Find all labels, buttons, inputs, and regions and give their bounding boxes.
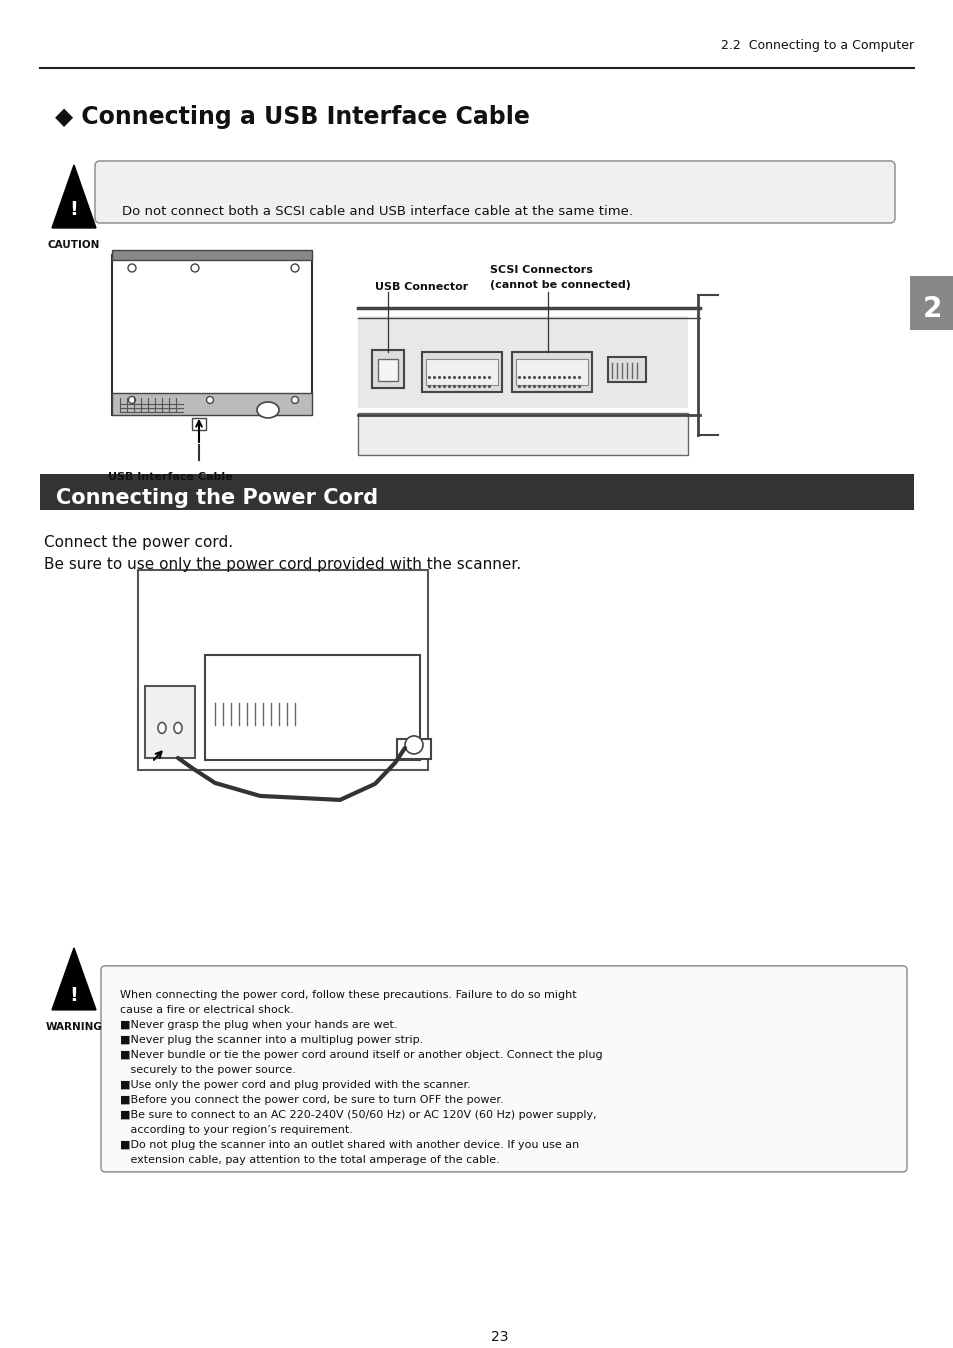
Text: securely to the power source.: securely to the power source. bbox=[120, 1065, 295, 1074]
Circle shape bbox=[129, 396, 135, 403]
Text: USB Interface Cable: USB Interface Cable bbox=[108, 472, 233, 483]
Text: Be sure to use only the power cord provided with the scanner.: Be sure to use only the power cord provi… bbox=[44, 557, 520, 572]
Bar bbox=[112, 394, 312, 415]
Bar bbox=[516, 359, 587, 386]
Text: Connecting the Power Cord: Connecting the Power Cord bbox=[56, 488, 377, 508]
Text: !: ! bbox=[70, 201, 78, 220]
Text: Connect the power cord.: Connect the power cord. bbox=[44, 535, 233, 550]
Bar bbox=[112, 249, 312, 260]
Circle shape bbox=[405, 736, 422, 754]
Bar bbox=[357, 412, 687, 456]
Bar bbox=[192, 418, 206, 430]
Ellipse shape bbox=[256, 402, 278, 418]
Polygon shape bbox=[52, 948, 96, 1010]
Text: according to your region’s requirement.: according to your region’s requirement. bbox=[120, 1124, 353, 1135]
Bar bbox=[377, 359, 397, 381]
Bar bbox=[205, 655, 419, 760]
Text: ■Be sure to connect to an AC 220-240V (50/60 Hz) or AC 120V (60 Hz) power supply: ■Be sure to connect to an AC 220-240V (5… bbox=[120, 1109, 596, 1120]
Bar bbox=[138, 570, 428, 770]
Text: ■Use only the power cord and plug provided with the scanner.: ■Use only the power cord and plug provid… bbox=[120, 1080, 470, 1091]
Text: 23: 23 bbox=[491, 1330, 508, 1344]
Ellipse shape bbox=[158, 723, 166, 733]
Circle shape bbox=[292, 396, 298, 403]
Text: ■Before you connect the power cord, be sure to turn OFF the power.: ■Before you connect the power cord, be s… bbox=[120, 1095, 503, 1105]
Bar bbox=[512, 352, 592, 392]
Bar bbox=[396, 739, 431, 759]
Bar bbox=[372, 350, 403, 388]
Text: ■Never grasp the plug when your hands are wet.: ■Never grasp the plug when your hands ar… bbox=[120, 1020, 397, 1030]
Text: SCSI Connectors: SCSI Connectors bbox=[490, 266, 592, 275]
Bar bbox=[357, 315, 687, 408]
Circle shape bbox=[128, 264, 136, 272]
Circle shape bbox=[291, 264, 298, 272]
Polygon shape bbox=[52, 164, 96, 228]
Ellipse shape bbox=[173, 723, 182, 733]
Text: Do not connect both a SCSI cable and USB interface cable at the same time.: Do not connect both a SCSI cable and USB… bbox=[122, 205, 633, 218]
Text: ◆ Connecting a USB Interface Cable: ◆ Connecting a USB Interface Cable bbox=[55, 105, 529, 129]
Text: USB Connector: USB Connector bbox=[375, 282, 468, 293]
Text: WARNING: WARNING bbox=[46, 1022, 102, 1031]
Bar bbox=[909, 276, 953, 330]
FancyBboxPatch shape bbox=[95, 160, 894, 222]
Text: extension cable, pay attention to the total amperage of the cable.: extension cable, pay attention to the to… bbox=[120, 1155, 499, 1165]
Text: cause a fire or electrical shock.: cause a fire or electrical shock. bbox=[120, 1004, 294, 1015]
Bar bbox=[426, 359, 497, 386]
FancyBboxPatch shape bbox=[101, 967, 906, 1171]
Bar bbox=[112, 255, 312, 415]
Text: ■Do not plug the scanner into an outlet shared with another device. If you use a: ■Do not plug the scanner into an outlet … bbox=[120, 1140, 578, 1150]
Text: (cannot be connected): (cannot be connected) bbox=[490, 280, 630, 290]
Text: ■Never plug the scanner into a multiplug power strip.: ■Never plug the scanner into a multiplug… bbox=[120, 1035, 423, 1045]
Text: ■Never bundle or tie the power cord around itself or another object. Connect the: ■Never bundle or tie the power cord arou… bbox=[120, 1050, 602, 1060]
Bar bbox=[421, 352, 501, 392]
Text: CAUTION: CAUTION bbox=[48, 240, 100, 249]
Text: !: ! bbox=[70, 987, 78, 1006]
Circle shape bbox=[206, 396, 213, 403]
Text: 2: 2 bbox=[922, 295, 941, 324]
Circle shape bbox=[191, 264, 199, 272]
Bar bbox=[607, 357, 645, 381]
Text: When connecting the power cord, follow these precautions. Failure to do so might: When connecting the power cord, follow t… bbox=[120, 989, 576, 1000]
Bar bbox=[145, 686, 194, 758]
Bar bbox=[40, 474, 913, 510]
Text: 2.2  Connecting to a Computer: 2.2 Connecting to a Computer bbox=[720, 39, 913, 53]
